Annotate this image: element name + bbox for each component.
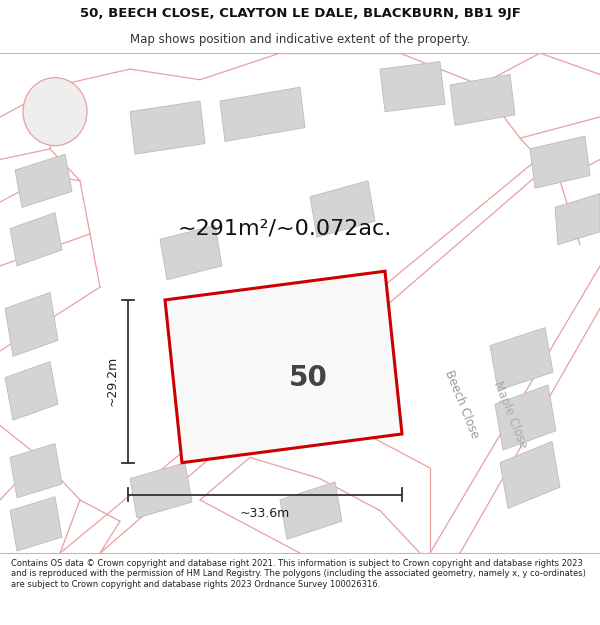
Polygon shape [310, 181, 375, 237]
Polygon shape [490, 328, 553, 391]
Polygon shape [495, 385, 556, 450]
Polygon shape [450, 74, 515, 126]
Polygon shape [10, 497, 62, 551]
Text: Beech Close: Beech Close [442, 368, 482, 440]
Polygon shape [5, 292, 58, 356]
Polygon shape [555, 194, 600, 244]
Polygon shape [165, 271, 402, 462]
Polygon shape [15, 154, 72, 208]
Text: Maple Close: Maple Close [491, 379, 529, 451]
Text: ~29.2m: ~29.2m [106, 356, 119, 406]
Text: ~33.6m: ~33.6m [240, 508, 290, 520]
Polygon shape [130, 101, 205, 154]
Polygon shape [530, 136, 590, 188]
Text: 50: 50 [289, 364, 328, 392]
Polygon shape [130, 462, 192, 518]
Polygon shape [10, 444, 62, 498]
Polygon shape [10, 213, 62, 266]
Polygon shape [160, 226, 222, 280]
Text: ~291m²/~0.072ac.: ~291m²/~0.072ac. [178, 219, 392, 239]
Polygon shape [5, 362, 58, 420]
Polygon shape [380, 62, 445, 112]
Polygon shape [220, 87, 305, 141]
Text: 50, BEECH CLOSE, CLAYTON LE DALE, BLACKBURN, BB1 9JF: 50, BEECH CLOSE, CLAYTON LE DALE, BLACKB… [80, 7, 520, 20]
Text: Map shows position and indicative extent of the property.: Map shows position and indicative extent… [130, 33, 470, 46]
Polygon shape [500, 441, 560, 509]
Text: Contains OS data © Crown copyright and database right 2021. This information is : Contains OS data © Crown copyright and d… [11, 559, 586, 589]
Polygon shape [280, 482, 342, 539]
Circle shape [23, 78, 87, 146]
